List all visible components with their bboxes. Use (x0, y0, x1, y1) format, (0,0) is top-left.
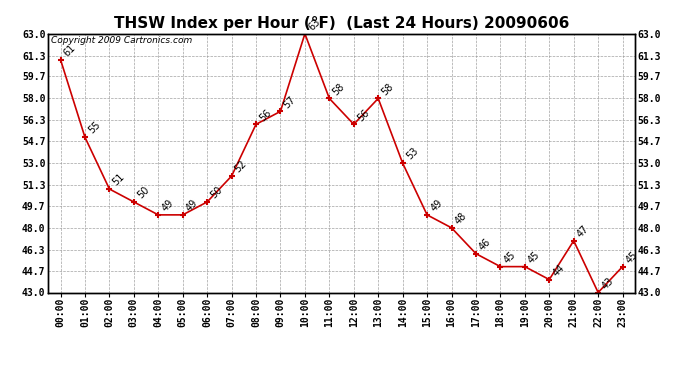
Text: 48: 48 (453, 211, 469, 226)
Text: Copyright 2009 Cartronics.com: Copyright 2009 Cartronics.com (51, 36, 193, 45)
Text: 51: 51 (111, 172, 126, 188)
Text: 50: 50 (135, 185, 151, 201)
Text: 61: 61 (62, 42, 78, 58)
Text: 43: 43 (600, 275, 615, 291)
Text: 49: 49 (159, 198, 175, 213)
Text: 63: 63 (306, 16, 322, 32)
Text: 56: 56 (257, 107, 273, 123)
Text: 58: 58 (331, 81, 346, 97)
Text: 49: 49 (428, 198, 444, 213)
Title: THSW Index per Hour (°F)  (Last 24 Hours) 20090606: THSW Index per Hour (°F) (Last 24 Hours)… (114, 16, 569, 31)
Text: 47: 47 (575, 224, 591, 239)
Text: 45: 45 (526, 249, 542, 265)
Text: 45: 45 (624, 249, 640, 265)
Text: 55: 55 (86, 120, 102, 136)
Text: 57: 57 (282, 94, 298, 110)
Text: 56: 56 (355, 107, 371, 123)
Text: 58: 58 (380, 81, 395, 97)
Text: 52: 52 (233, 159, 249, 175)
Text: 50: 50 (208, 185, 224, 201)
Text: 53: 53 (404, 146, 420, 162)
Text: 44: 44 (551, 262, 566, 278)
Text: 49: 49 (184, 198, 200, 213)
Text: 46: 46 (477, 237, 493, 252)
Text: 45: 45 (502, 249, 518, 265)
